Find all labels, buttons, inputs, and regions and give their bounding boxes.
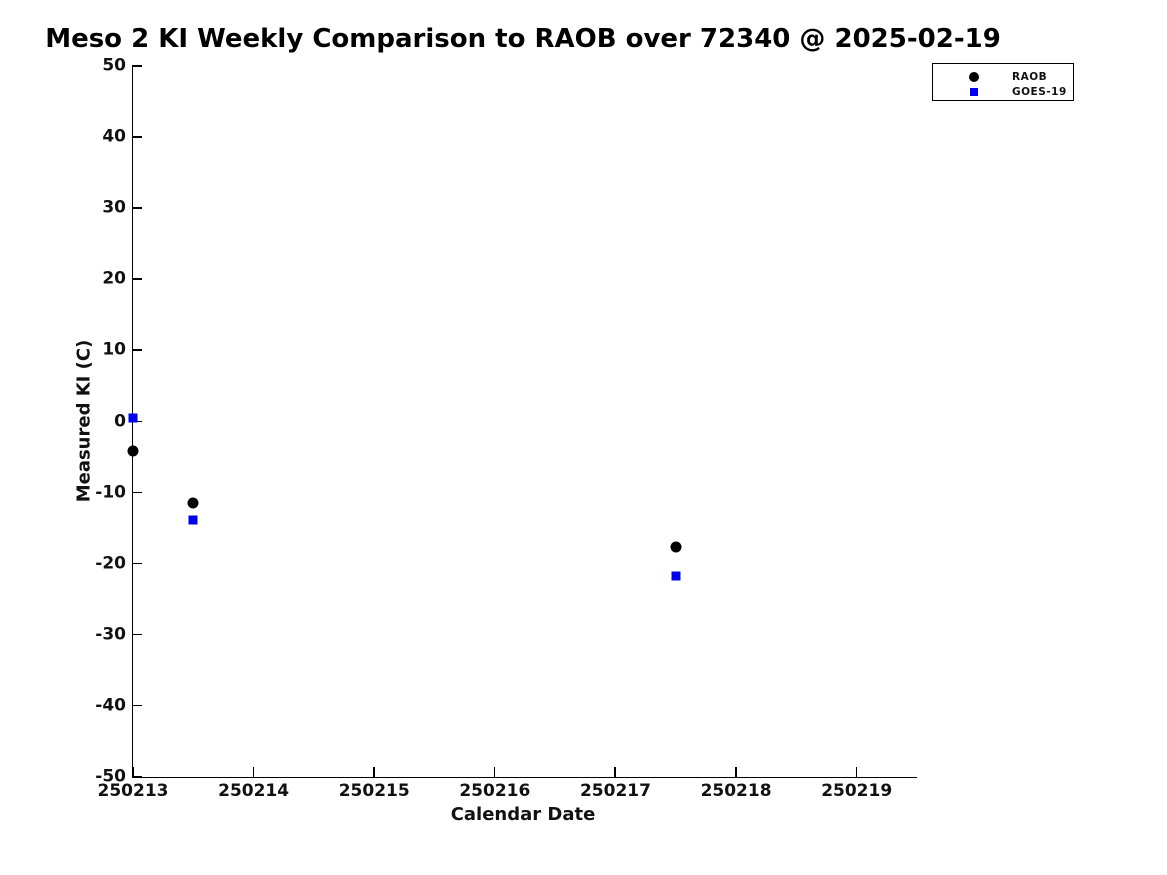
y-tick-label: 30 bbox=[102, 197, 126, 218]
y-tick bbox=[133, 207, 142, 209]
x-tick bbox=[252, 767, 255, 777]
x-tick-label: 250214 bbox=[218, 781, 290, 801]
legend-label-raob: RAOB bbox=[1012, 71, 1048, 83]
y-tick bbox=[133, 633, 142, 636]
y-tick-label: -10 bbox=[95, 482, 126, 503]
x-tick bbox=[132, 767, 134, 777]
x-tick-label: 250217 bbox=[579, 781, 651, 801]
x-tick-label: 250218 bbox=[700, 781, 772, 801]
raob-circle-icon bbox=[969, 72, 979, 82]
y-tick-label: 50 bbox=[102, 55, 126, 76]
goes-19-data-point bbox=[188, 515, 198, 525]
raob-data-point bbox=[187, 497, 199, 509]
y-tick-label: -50 bbox=[95, 766, 126, 787]
x-tick bbox=[614, 767, 616, 777]
y-tick-label: -30 bbox=[95, 624, 126, 645]
y-tick-label: 40 bbox=[102, 126, 126, 147]
y-tick-label: 20 bbox=[102, 268, 126, 289]
y-tick-label: -20 bbox=[95, 553, 126, 574]
y-tick-label: -40 bbox=[95, 695, 126, 716]
goes-19-data-point bbox=[128, 413, 138, 423]
y-tick bbox=[133, 491, 142, 494]
legend: RAOB GOES-19 bbox=[932, 63, 1074, 101]
y-tick bbox=[133, 65, 142, 67]
x-tick bbox=[855, 767, 858, 777]
y-tick bbox=[133, 420, 142, 422]
x-tick bbox=[735, 767, 737, 777]
y-tick bbox=[133, 776, 142, 778]
x-tick-label: 250215 bbox=[338, 781, 410, 801]
goes-19-data-point bbox=[671, 571, 681, 581]
legend-label-goes19: GOES-19 bbox=[1012, 86, 1067, 98]
x-tick-label: 250216 bbox=[459, 781, 531, 801]
raob-data-point bbox=[127, 445, 139, 457]
x-tick bbox=[373, 767, 375, 777]
y-tick-label: 0 bbox=[114, 411, 126, 431]
x-tick-label: 250219 bbox=[821, 781, 893, 801]
y-tick bbox=[133, 136, 142, 138]
chart-title: Meso 2 KI Weekly Comparison to RAOB over… bbox=[45, 24, 1001, 54]
y-tick-label: 10 bbox=[102, 339, 126, 360]
raob-data-point bbox=[670, 541, 682, 553]
y-tick bbox=[133, 704, 142, 707]
goes19-square-icon bbox=[970, 88, 978, 96]
x-tick bbox=[493, 767, 496, 777]
y-tick bbox=[133, 562, 142, 565]
x-tick-label: 250213 bbox=[97, 781, 169, 801]
y-tick bbox=[133, 278, 142, 280]
x-axis-label: Calendar Date bbox=[450, 804, 596, 825]
y-tick bbox=[133, 349, 142, 351]
x-axis-line bbox=[131, 776, 917, 778]
y-axis-label: Measured KI (C) bbox=[73, 339, 95, 503]
